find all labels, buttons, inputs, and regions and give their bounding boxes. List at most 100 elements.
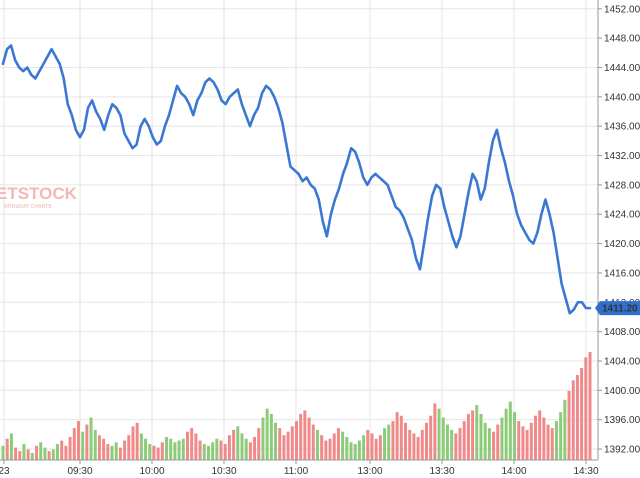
volume-bar [542,417,546,460]
volume-bar [584,357,588,460]
volume-bar [60,440,64,460]
volume-bar [445,424,449,460]
volume-bar [72,428,76,460]
volume-bar [26,449,30,460]
volume-bar [588,352,592,460]
volume-bar [496,424,500,460]
volume-bar [311,424,315,460]
volume-bar [1,445,5,460]
volume-bar [395,412,399,460]
volume-bar [374,438,378,460]
volume-bar [253,436,257,460]
volume-bar [194,433,198,460]
volume-bar [479,413,483,460]
volume-bar [353,444,357,460]
volume-bar [357,440,361,460]
volume-bar [324,440,328,460]
volume-bar [198,440,202,460]
volume-bar [165,436,169,460]
volume-bar [102,438,106,460]
volume-bar [127,435,131,460]
x-tick-label: 14:00 [501,466,526,477]
y-tick-label: 1408.00 [604,327,640,338]
volume-bar [106,444,110,460]
volume-bar [160,442,164,460]
volume-bar [466,413,470,460]
volume-bar [76,421,80,460]
volume-bar [320,435,324,460]
volume-bar [135,422,139,460]
volume-bar [559,412,563,460]
volume-bar [51,449,55,460]
volume-bar [404,422,408,460]
volume-bar [118,447,122,460]
volume-bar [412,433,416,460]
volume-bar [110,445,114,460]
volume-bar [56,444,60,460]
y-tick-label: 1392.00 [604,444,640,455]
y-tick-label: 1432.00 [604,151,640,162]
volume-bar [89,417,93,460]
volume-bar [487,428,491,460]
volume-bar [504,408,508,460]
y-axis: 1392.001396.001400.001404.001408.001412.… [597,0,640,460]
volume-bar [244,438,248,460]
volume-bar [131,426,135,460]
volume-bar [546,424,550,460]
volume-bar [563,399,567,460]
volume-bar [299,413,303,460]
y-tick-label: 1440.00 [604,92,640,103]
volume-bar [571,380,575,460]
volume-bar [286,431,290,460]
y-tick-label: 1424.00 [604,210,640,221]
volume-bar [307,417,311,460]
last-price-badge: 1411.20 [595,301,640,316]
volume-bar [529,422,533,460]
volume-bar [454,433,458,460]
volume-bar [387,424,391,460]
volume-bar [185,431,189,460]
volume-bar [227,435,231,460]
volume-bar [5,438,9,460]
x-tick-label: 10:30 [211,466,236,477]
volume-bar [349,442,353,460]
volume-bar [378,435,382,460]
x-tick-label: 13:00 [357,466,382,477]
volume-bar [269,413,273,460]
volume-bar [567,390,571,460]
volume-bar [441,417,445,460]
x-tick-label: 23 [0,466,10,477]
volume-bar [336,428,340,460]
volume-bar [190,428,194,460]
volume-bar [303,410,307,460]
volume-bar [68,436,72,460]
last-price-marker [595,301,640,316]
volume-bar [533,415,537,460]
volume-bar [64,445,68,460]
watermark: ETSTOCK INTRADAY CHARTS [0,184,78,210]
volume-bar [114,442,118,460]
volume-bar [399,415,403,460]
volume-bar [471,410,475,460]
y-tick-label: 1396.00 [604,415,640,426]
volume-bar [173,442,177,460]
x-tick-label: 14:30 [573,466,598,477]
y-tick-label: 1444.00 [604,63,640,74]
volume-bar [475,405,479,460]
x-tick-label: 09:30 [67,466,92,477]
volume-bar [525,429,529,460]
x-tick-label: 13:30 [429,466,454,477]
volume-bar [437,408,441,460]
volume-bar [508,401,512,460]
volume-bar [93,429,97,460]
volume-bar [458,428,462,460]
volume-bar [22,444,26,460]
y-tick-label: 1448.00 [604,34,640,45]
volume-bar [223,444,227,460]
volume-bar [521,426,525,460]
volume-bar [139,433,143,460]
last-price-label: 1411.20 [602,304,638,315]
volume-bar [554,421,558,460]
volume-bar [391,421,395,460]
